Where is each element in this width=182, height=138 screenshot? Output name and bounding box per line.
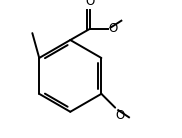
- Text: O: O: [108, 22, 118, 35]
- Text: O: O: [116, 109, 125, 122]
- Text: O: O: [85, 0, 94, 8]
